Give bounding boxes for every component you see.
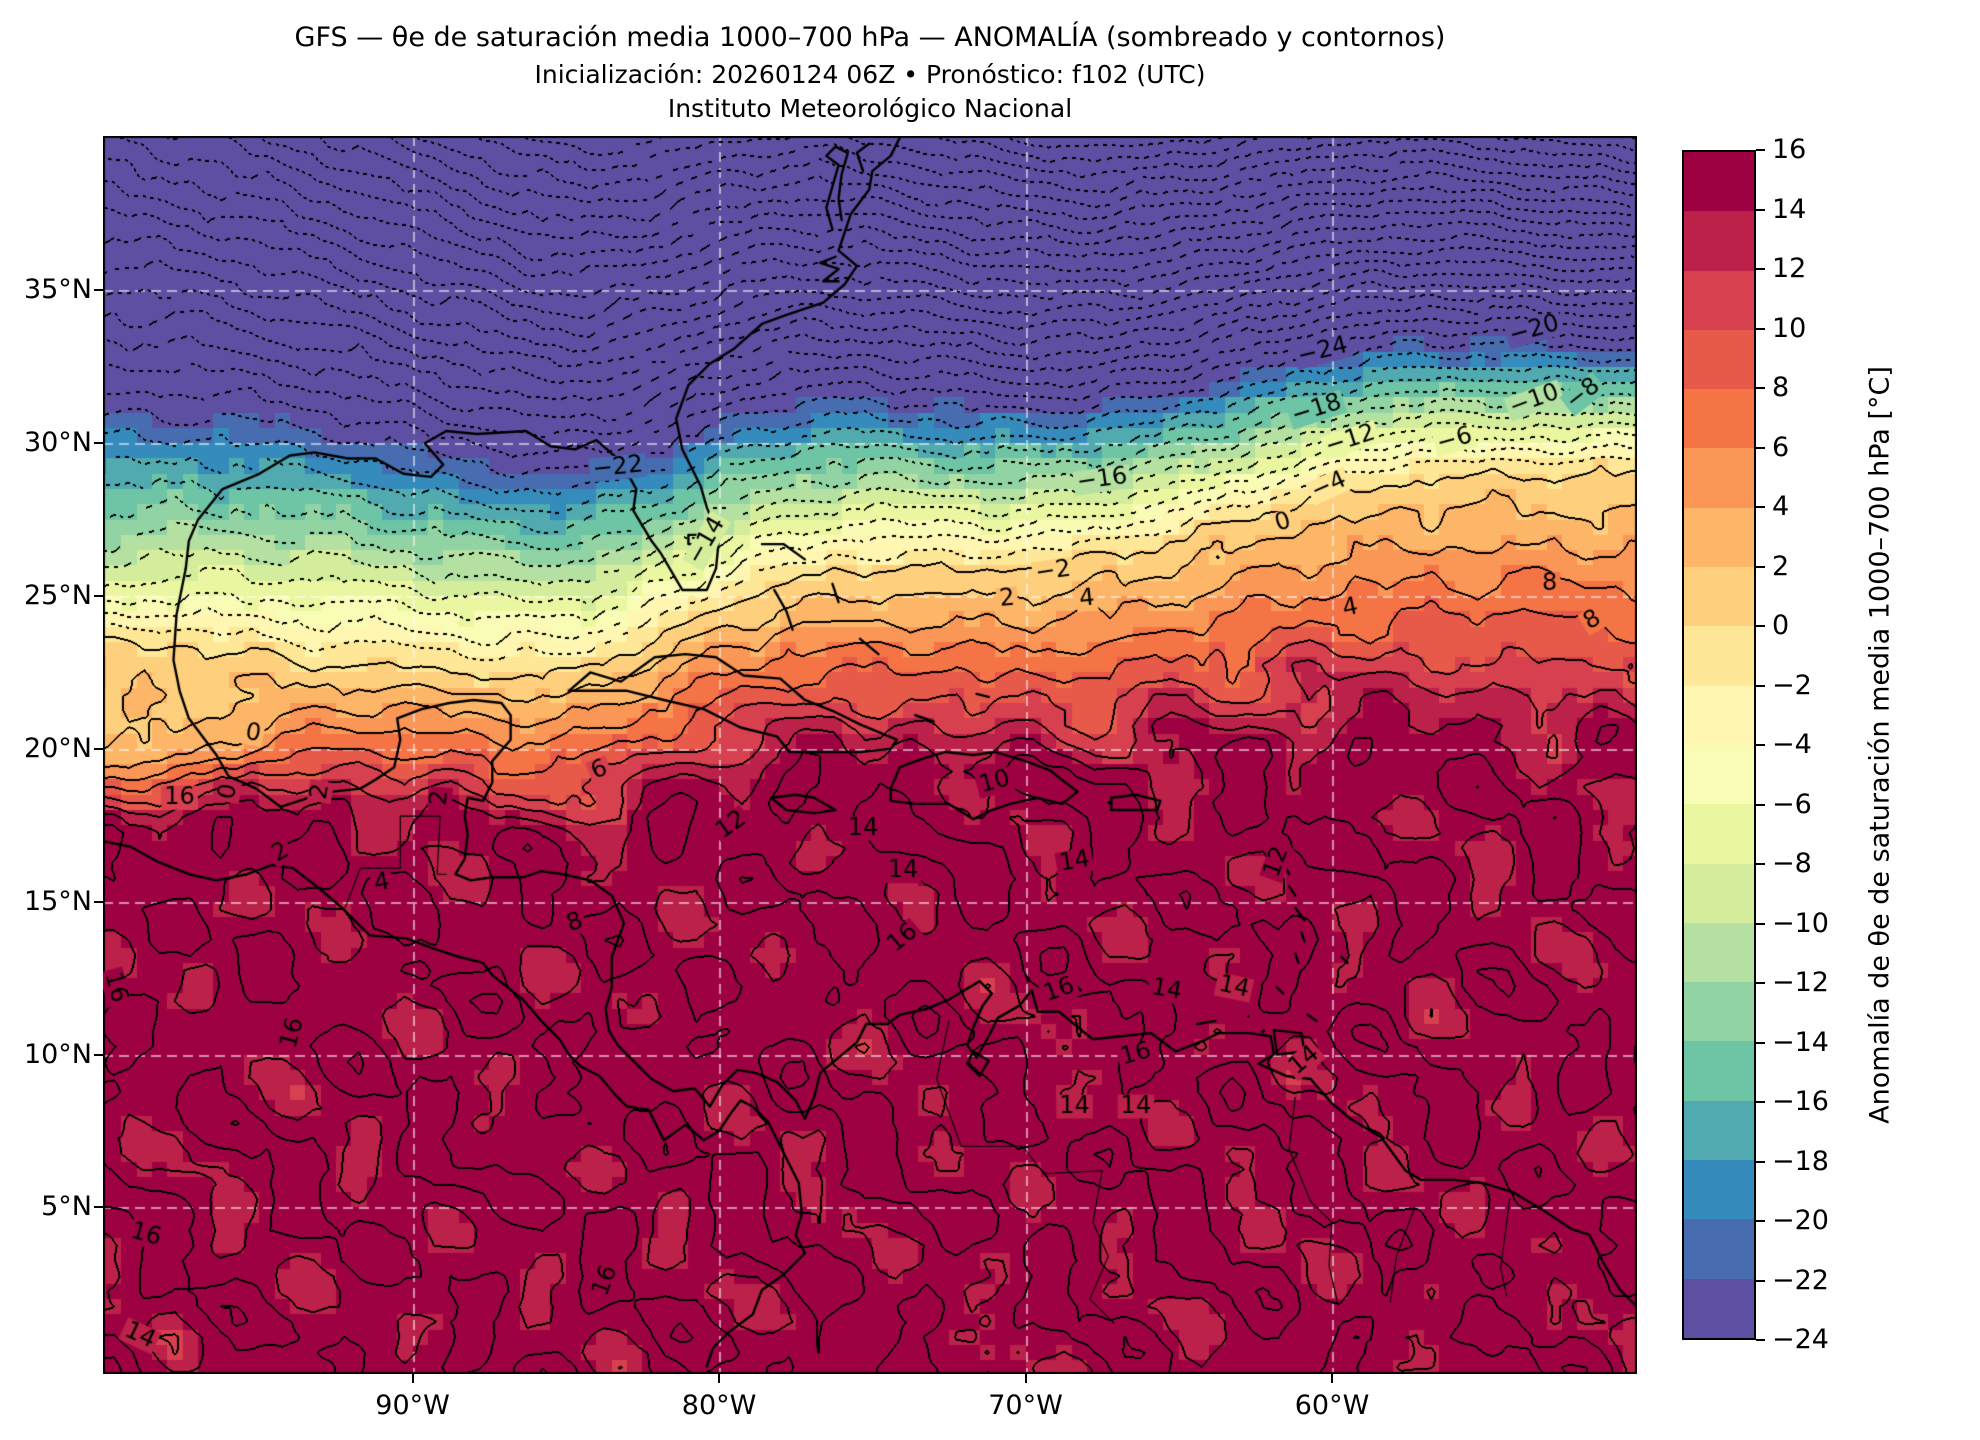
colorbar-tick-mark xyxy=(1756,1339,1765,1341)
colorbar-tick-mark xyxy=(1756,1160,1765,1163)
colorbar-tick-mark xyxy=(1756,863,1765,865)
colorbar-tick-label: −4 xyxy=(1772,729,1812,760)
colorbar-tick-label: 0 xyxy=(1772,610,1790,641)
colorbar-tick-mark xyxy=(1756,149,1765,151)
colorbar-bin xyxy=(1684,1278,1754,1338)
lat-tick-label: 25°N xyxy=(23,580,92,612)
colorbar-bin xyxy=(1684,448,1754,508)
colorbar-tick-label: −22 xyxy=(1772,1264,1829,1296)
colorbar-bin xyxy=(1684,685,1754,745)
colorbar-tick-label: −16 xyxy=(1772,1086,1829,1117)
colorbar-bin xyxy=(1684,744,1754,805)
lat-tick-label: 5°N xyxy=(41,1191,92,1223)
colorbar-bin xyxy=(1684,863,1754,923)
colorbar-bin xyxy=(1684,567,1754,627)
colorbar-tick-label: 6 xyxy=(1772,431,1790,463)
colorbar-tick-label: −6 xyxy=(1772,788,1812,820)
colorbar-tick-mark xyxy=(1756,506,1765,508)
colorbar-tick-mark xyxy=(1756,387,1765,389)
lat-tick-mark xyxy=(94,442,103,445)
colorbar-tick-mark xyxy=(1756,803,1765,806)
anomaly-field-canvas xyxy=(103,136,1637,1374)
colorbar-tick-label: −14 xyxy=(1772,1026,1829,1058)
colorbar-bin xyxy=(1684,804,1754,864)
colorbar-tick-mark xyxy=(1756,1041,1765,1044)
colorbar-tick-mark xyxy=(1756,268,1765,270)
map-plot-area xyxy=(103,136,1637,1374)
colorbar-bin xyxy=(1684,329,1754,390)
colorbar-tick-label: −12 xyxy=(1772,967,1829,998)
colorbar-bin xyxy=(1684,982,1754,1042)
colorbar-tick-mark xyxy=(1756,684,1765,687)
lon-tick-mark xyxy=(411,1374,414,1383)
lat-tick-mark xyxy=(94,289,103,292)
lon-tick-label: 70°W xyxy=(988,1390,1063,1421)
colorbar-tick-mark xyxy=(1756,446,1765,449)
lat-tick-mark xyxy=(94,1053,103,1056)
lon-tick-label: 60°W xyxy=(1294,1390,1370,1421)
colorbar-tick-label: 12 xyxy=(1772,253,1807,284)
colorbar-tick-mark xyxy=(1756,327,1765,330)
lon-tick-mark xyxy=(1331,1374,1334,1383)
colorbar-bin xyxy=(1684,1100,1754,1161)
colorbar-bin xyxy=(1684,152,1754,212)
colorbar xyxy=(1682,150,1756,1340)
colorbar-tick-label: −10 xyxy=(1772,907,1829,939)
colorbar-tick-mark xyxy=(1756,1101,1765,1103)
colorbar-tick-label: 8 xyxy=(1772,372,1790,403)
lat-tick-mark xyxy=(94,747,103,750)
lat-tick-mark xyxy=(94,1206,103,1209)
colorbar-tick-label: 4 xyxy=(1772,491,1790,522)
colorbar-bin xyxy=(1684,626,1754,686)
colorbar-tick-label: 14 xyxy=(1772,193,1807,225)
figure-subtitle-institute: Instituto Meteorológico Nacional xyxy=(667,94,1073,123)
lat-tick-label: 30°N xyxy=(23,427,92,459)
colorbar-bin xyxy=(1684,1219,1754,1279)
figure-title: GFS — θe de saturación media 1000–700 hP… xyxy=(294,22,1446,53)
colorbar-bin xyxy=(1684,1160,1754,1220)
colorbar-tick-mark xyxy=(1756,1220,1765,1222)
figure-subtitle-init-forecast: Inicialización: 20260124 06Z • Pronóstic… xyxy=(534,60,1206,89)
colorbar-bin xyxy=(1684,1041,1754,1101)
colorbar-bin xyxy=(1684,507,1754,568)
colorbar-tick-label: 2 xyxy=(1772,550,1790,582)
lon-tick-label: 80°W xyxy=(681,1390,757,1421)
lat-tick-mark xyxy=(94,595,103,598)
colorbar-tick-label: −8 xyxy=(1772,848,1812,879)
colorbar-bin xyxy=(1684,389,1754,449)
colorbar-axis-label: Anomalía de θe de saturación media 1000–… xyxy=(1864,366,1896,1124)
lat-tick-mark xyxy=(94,900,103,903)
colorbar-tick-label: −2 xyxy=(1772,669,1812,701)
colorbar-tick-label: 16 xyxy=(1772,134,1807,165)
colorbar-bin xyxy=(1684,211,1754,271)
lat-tick-label: 15°N xyxy=(23,885,92,917)
colorbar-tick-mark xyxy=(1756,922,1765,925)
colorbar-tick-label: −20 xyxy=(1772,1205,1829,1236)
colorbar-bin xyxy=(1684,270,1754,330)
lon-tick-mark xyxy=(718,1374,721,1383)
colorbar-tick-label: 10 xyxy=(1772,312,1807,344)
lon-tick-mark xyxy=(1024,1374,1027,1383)
lat-tick-label: 20°N xyxy=(23,732,92,764)
colorbar-tick-mark xyxy=(1756,982,1765,984)
lat-tick-label: 35°N xyxy=(23,274,92,306)
colorbar-tick-label: −18 xyxy=(1772,1145,1829,1177)
lat-tick-label: 10°N xyxy=(23,1038,92,1070)
colorbar-tick-mark xyxy=(1756,625,1765,627)
colorbar-tick-label: −24 xyxy=(1772,1324,1829,1355)
colorbar-tick-mark xyxy=(1756,1279,1765,1282)
colorbar-tick-mark xyxy=(1756,565,1765,568)
colorbar-bin xyxy=(1684,922,1754,983)
colorbar-tick-mark xyxy=(1756,208,1765,211)
lon-tick-label: 90°W xyxy=(375,1390,450,1421)
colorbar-tick-mark xyxy=(1756,744,1765,746)
